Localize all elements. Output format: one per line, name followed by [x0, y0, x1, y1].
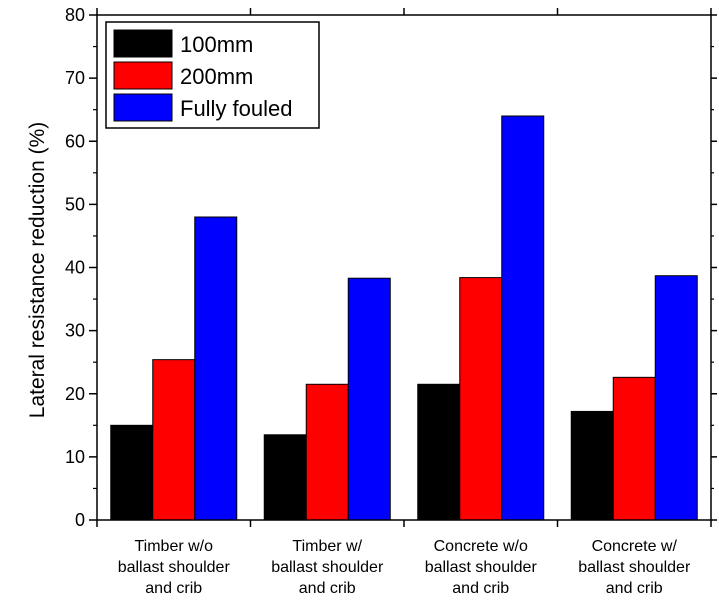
bar-fully-fouled-0: [194, 216, 238, 521]
category-label-line: and crib: [452, 580, 509, 597]
y-tick-label: 0: [75, 510, 85, 530]
category-label-1: Timber w/ballast shoulder and crib: [271, 538, 384, 597]
category-label-line: Timber w/: [292, 538, 362, 555]
y-axis-title: Lateral resistance reduction (%): [26, 122, 49, 418]
bar-fully-fouled-3: [654, 275, 698, 521]
axes-layer: [89, 8, 717, 527]
y-tick-label: 30: [65, 321, 85, 341]
y-tick-label: 20: [65, 384, 85, 404]
category-label-3: Concrete w/ballast shoulder and crib: [578, 538, 691, 597]
y-tick-label: 50: [65, 194, 85, 214]
bar-fully-fouled-2: [501, 115, 545, 521]
y-tick-label: 40: [65, 258, 85, 278]
category-label-line: ballast shoulder: [578, 559, 691, 576]
category-label-line: Concrete w/: [592, 538, 678, 555]
bar-100mm-2: [417, 383, 461, 521]
legend-swatch-2: [113, 93, 173, 122]
legend: 100mm 200mm Fully fouled: [105, 21, 320, 129]
bar-200mm-2: [459, 277, 503, 521]
bar-200mm-3: [612, 376, 656, 521]
category-labels-layer: Timber w/o ballast shoulder and cribTimber…: [118, 538, 691, 597]
category-label-2: Concrete w/o ballast shoulder and crib: [425, 538, 538, 597]
bar-100mm-1: [263, 434, 307, 521]
category-label-0: Timber w/o ballast shoulder and crib: [118, 538, 231, 597]
bar-100mm-3: [570, 410, 614, 521]
y-tick-label: 60: [65, 131, 85, 151]
bar-fully-fouled-1: [347, 277, 391, 521]
y-tick-label: 70: [65, 68, 85, 88]
bars-layer: [110, 115, 698, 521]
category-label-line: ballast shoulder: [271, 559, 384, 576]
legend-label-0: 100mm: [180, 32, 253, 57]
tick-labels-layer: 0 10 20 30 40 50 60 70 80: [65, 5, 85, 530]
y-tick-label: 10: [65, 447, 85, 467]
legend-swatch-0: [113, 29, 173, 58]
y-tick-label: 80: [65, 5, 85, 25]
bar-200mm-0: [152, 359, 196, 521]
category-label-line: Concrete w/o: [434, 538, 528, 555]
category-label-line: ballast shoulder: [118, 559, 231, 576]
legend-swatch-1: [113, 61, 173, 90]
legend-label-1: 200mm: [180, 64, 253, 89]
category-label-line: and crib: [606, 580, 663, 597]
bar-200mm-1: [305, 383, 349, 521]
category-label-line: Timber w/o: [134, 538, 213, 555]
bar-100mm-0: [110, 424, 154, 521]
legend-label-2: Fully fouled: [180, 96, 293, 121]
category-label-line: and crib: [299, 580, 356, 597]
category-label-line: and crib: [145, 580, 202, 597]
category-label-line: ballast shoulder: [425, 559, 538, 576]
